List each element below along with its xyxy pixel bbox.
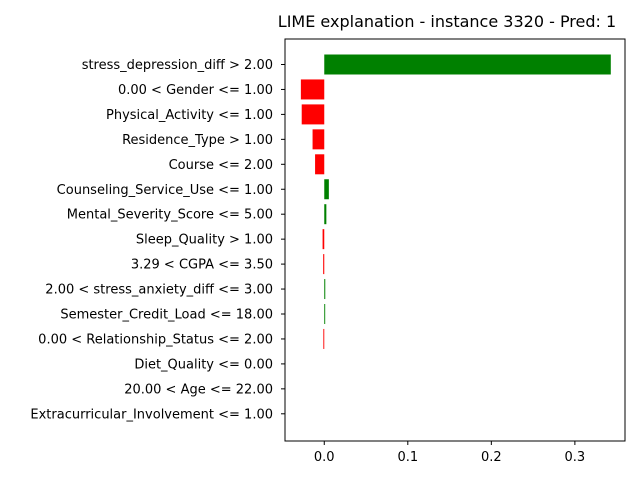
y-tick-label: Extracurricular_Involvement <= 1.00 — [30, 407, 273, 422]
y-tick-label: stress_depression_diff > 2.00 — [82, 58, 273, 73]
y-tick-label: 0.00 < Relationship_Status <= 2.00 — [38, 332, 273, 347]
y-tick-label: 20.00 < Age <= 22.00 — [124, 382, 273, 397]
chart-title: LIME explanation - instance 3320 - Pred:… — [278, 12, 616, 31]
x-tick-label: 0.3 — [565, 450, 586, 465]
y-tick-label: Mental_Severity_Score <= 5.00 — [67, 208, 273, 223]
x-axis-ticks: 0.0 0.1 0.2 0.3 — [314, 441, 585, 465]
x-tick-label: 0.2 — [481, 450, 502, 465]
y-tick-label: 0.00 < Gender <= 1.00 — [118, 83, 273, 98]
y-tick-label: Residence_Type > 1.00 — [122, 133, 273, 148]
y-tick-label: 2.00 < stress_anxiety_diff <= 3.00 — [45, 283, 273, 298]
bar — [322, 229, 325, 250]
x-tick-label: 0.0 — [314, 450, 335, 465]
y-axis-ticks: stress_depression_diff > 2.00 0.00 < Gend… — [30, 58, 285, 422]
bars-group — [300, 54, 611, 349]
y-tick-label: Sleep_Quality > 1.00 — [136, 233, 273, 248]
x-tick-label: 0.1 — [397, 450, 418, 465]
bar — [324, 54, 611, 75]
bar — [312, 129, 325, 150]
y-tick-label: Diet_Quality <= 0.00 — [134, 357, 273, 372]
bar — [324, 304, 326, 324]
bar — [324, 279, 326, 300]
y-tick-label: Counseling_Service_Use <= 1.00 — [57, 183, 273, 198]
bar — [315, 154, 325, 175]
bar — [323, 328, 325, 349]
y-tick-label: Physical_Activity <= 1.00 — [106, 108, 273, 123]
y-tick-label: Course <= 2.00 — [169, 158, 273, 173]
bar — [301, 104, 325, 125]
y-tick-label: Semester_Credit_Load <= 18.00 — [60, 308, 273, 323]
y-tick-label: 3.29 < CGPA <= 3.50 — [131, 258, 273, 273]
plot-frame — [284, 38, 626, 442]
bar — [300, 79, 325, 100]
bar — [324, 179, 329, 200]
bar — [323, 254, 325, 275]
bar — [324, 204, 327, 225]
